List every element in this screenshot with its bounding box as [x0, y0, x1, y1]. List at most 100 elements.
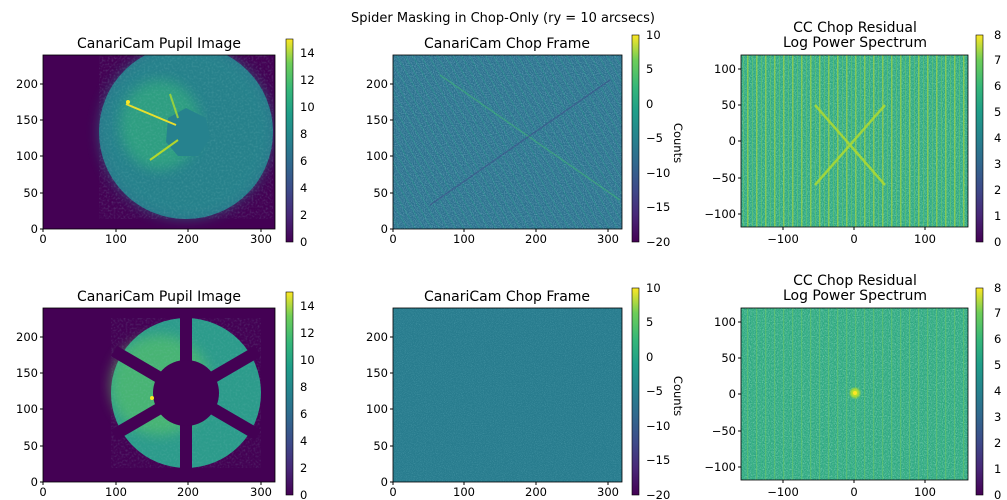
panel-title: CanariCam Pupil Image: [77, 36, 241, 52]
colorbar-tick: 5: [994, 105, 1001, 119]
y-axis: 0 50 100 150 200: [366, 330, 393, 489]
x-tick: 200: [525, 232, 547, 246]
colorbar-tick: 0: [994, 488, 1001, 500]
panel-pupil-image-top: CanariCam Pupil Image 0 100 200 300 0 50…: [16, 36, 315, 249]
colorbar-tick: 0: [994, 235, 1001, 249]
x-tick: 100: [105, 232, 127, 246]
panel-chop-frame-top: CanariCam Chop Frame 0 100 200 300 0 50 …: [366, 28, 685, 249]
x-tick: 0: [850, 232, 857, 246]
y-axis: 0 50 100 150 200: [16, 330, 43, 489]
colorbar-tick: 2: [994, 436, 1001, 450]
colorbar-tick: −15: [646, 453, 670, 467]
y-tick: 0: [31, 222, 38, 236]
colorbar-tick: 8: [300, 127, 307, 141]
x-tick: 200: [177, 232, 199, 246]
colorbar: 0 2 4 6 8 10 12 14: [285, 291, 315, 500]
x-tick: 0: [850, 485, 857, 499]
spectrum-heatmap: [741, 308, 968, 480]
colorbar-tick: 4: [994, 384, 1001, 398]
colorbar-tick: 2: [300, 208, 307, 222]
x-axis: 0 100 200 300: [39, 482, 272, 499]
panel-power-spectrum-bottom: CC Chop Residual Log Power Spectrum −100 …: [704, 273, 1001, 500]
panel-title: CC Chop Residual Log Power Spectrum: [783, 273, 927, 304]
pupil-heatmap: [43, 55, 275, 229]
x-tick: 0: [389, 485, 396, 499]
x-tick: 100: [914, 232, 936, 246]
colorbar: 10 5 0 −5 −10 −15 −20 Counts: [631, 28, 685, 249]
colorbar-tick: 14: [300, 46, 315, 60]
y-tick: 200: [16, 330, 38, 344]
x-tick: 0: [39, 485, 46, 499]
colorbar-tick: 10: [646, 281, 661, 295]
y-tick: 200: [16, 77, 38, 91]
panel-power-spectrum-top: CC Chop Residual Log Power Spectrum −100 …: [704, 20, 1001, 249]
x-tick: 200: [525, 485, 547, 499]
spider-streak: [125, 103, 177, 126]
x-tick: 100: [453, 232, 475, 246]
colorbar-tick: 7: [994, 306, 1001, 320]
y-axis: −100 −50 0 50 100: [704, 315, 741, 474]
colorbar-tick: −5: [646, 384, 663, 398]
y-tick: 100: [714, 62, 736, 76]
y-tick: 200: [366, 330, 388, 344]
chop-heatmap: [393, 55, 622, 229]
y-tick: 100: [714, 315, 736, 329]
colorbar-tick: 7: [994, 53, 1001, 67]
pupil-heatmap: [43, 308, 275, 482]
x-tick: 100: [914, 485, 936, 499]
colorbar-tick: 3: [994, 410, 1001, 424]
x-axis: −100 0 100: [767, 480, 936, 499]
y-axis: 0 50 100 150 200: [16, 77, 43, 236]
colorbar-label: Counts: [671, 123, 685, 163]
colorbar-tick: 5: [994, 358, 1001, 372]
y-tick: 50: [721, 351, 736, 365]
panel-title: CanariCam Pupil Image: [77, 289, 241, 305]
colorbar-tick: 2: [994, 183, 1001, 197]
spider-streak: [169, 93, 179, 119]
panel-title: CC Chop Residual Log Power Spectrum: [783, 20, 927, 51]
x-tick: 300: [250, 232, 272, 246]
x-tick: 0: [39, 232, 46, 246]
y-axis: 0 50 100 150 200: [366, 77, 393, 236]
spectrum-heatmap: [741, 55, 968, 227]
colorbar: 0 2 4 6 8 10 12 14: [285, 38, 315, 249]
y-tick: 150: [366, 366, 388, 380]
figure-suptitle: Spider Masking in Chop-Only (ry = 10 arc…: [351, 11, 655, 26]
y-tick: 50: [721, 98, 736, 112]
chop-heatmap: [393, 308, 622, 482]
y-tick: 200: [366, 77, 388, 91]
x-tick: 300: [597, 485, 619, 499]
y-axis: −100 −50 0 50 100: [704, 62, 741, 221]
x-tick: 100: [453, 485, 475, 499]
colorbar-tick: 6: [300, 407, 307, 421]
x-shaped-feature: [814, 104, 886, 186]
x-axis: 0 100 200 300: [389, 229, 619, 246]
colorbar-tick: 5: [646, 62, 653, 76]
x-tick: 200: [177, 485, 199, 499]
colorbar-tick: 4: [994, 131, 1001, 145]
colorbar-tick: 3: [994, 157, 1001, 171]
central-obscuration: [153, 360, 219, 426]
y-tick: −100: [704, 207, 736, 221]
colorbar-tick: 5: [646, 315, 653, 329]
colorbar-tick: 10: [300, 100, 315, 114]
y-tick: 50: [373, 439, 388, 453]
x-tick: 100: [105, 485, 127, 499]
colorbar-tick: 0: [646, 97, 653, 111]
y-tick: 150: [16, 113, 38, 127]
colorbar-label: Counts: [671, 376, 685, 416]
y-tick: 100: [16, 149, 38, 163]
colorbar-tick: 4: [300, 434, 307, 448]
colorbar-tick: 6: [994, 332, 1001, 346]
colorbar-tick: 0: [300, 235, 307, 249]
colorbar-tick: −20: [646, 235, 670, 249]
central-obscuration: [166, 108, 210, 156]
colorbar-tick: −10: [646, 419, 670, 433]
x-axis: −100 0 100: [767, 227, 936, 246]
colorbar: 10 5 0 −5 −10 −15 −20 Counts: [631, 281, 685, 500]
x-axis: 0 100 200 300: [39, 229, 272, 246]
y-tick: 0: [381, 222, 388, 236]
x-axis: 0 100 200 300: [389, 482, 619, 499]
x-tick: −100: [767, 232, 799, 246]
